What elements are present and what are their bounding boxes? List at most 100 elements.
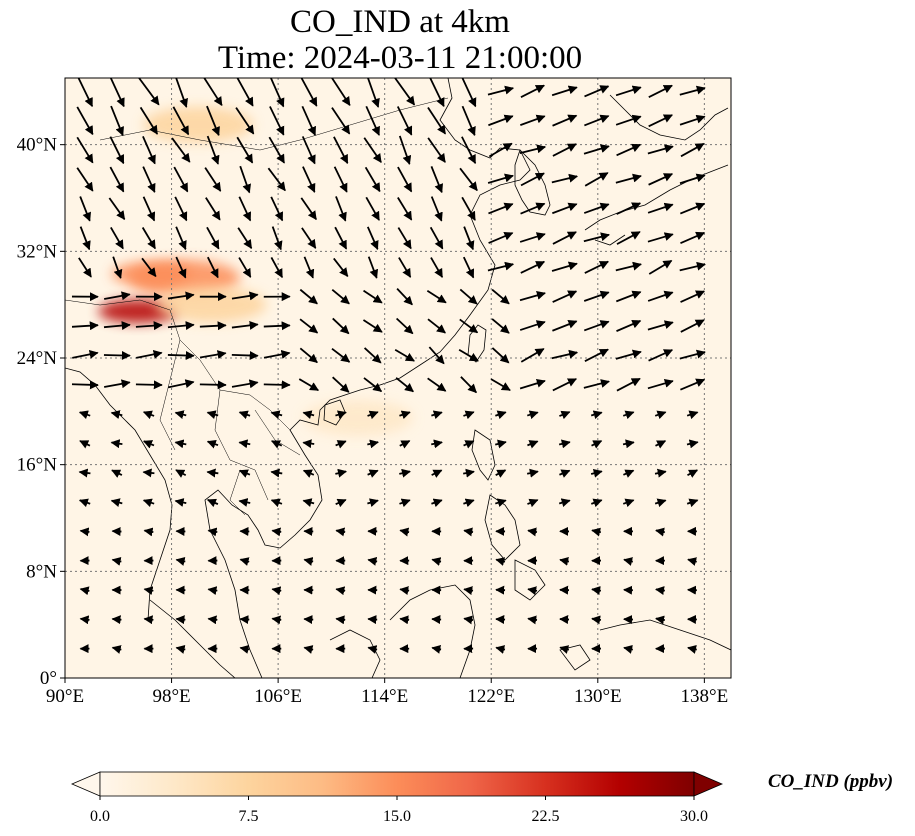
wind-arrow: [488, 231, 514, 244]
wind-arrow: [679, 85, 706, 96]
wind-arrow: [397, 166, 413, 193]
wind-arrow: [270, 256, 283, 279]
wind-arrow: [78, 498, 91, 508]
wind-arrow: [520, 348, 545, 363]
wind-arrow: [76, 167, 94, 192]
wind-arrow: [364, 166, 381, 193]
wind-arrow: [491, 347, 510, 364]
wind-arrow: [207, 527, 218, 537]
wind-arrow: [270, 410, 283, 420]
wind-arrow: [394, 348, 415, 362]
wind-arrow: [487, 173, 514, 184]
wind-arrow: [78, 468, 91, 478]
wind-arrow: [199, 350, 227, 359]
wind-arrow: [362, 319, 383, 333]
lat-tick-label: 40°N: [17, 135, 58, 156]
wind-arrow: [298, 378, 319, 392]
wind-arrow: [363, 347, 382, 364]
wind-arrow: [429, 78, 445, 108]
wind-arrow: [78, 410, 91, 420]
wind-arrow: [141, 257, 157, 278]
colorbar-body: [99, 771, 695, 797]
wind-arrow: [590, 498, 603, 508]
wind-arrow: [207, 615, 218, 625]
wind-arrow: [238, 498, 251, 507]
colorbar-ticks: 0.0 7.5 15.0 22.5 30.0: [90, 796, 708, 825]
wind-arrow: [203, 78, 223, 107]
wind-arrow: [622, 498, 635, 508]
wind-arrow: [302, 410, 315, 420]
wind-arrow: [591, 586, 602, 596]
coastline-philippines: [471, 429, 546, 601]
wind-arrow: [367, 410, 379, 420]
wind-arrow: [394, 78, 416, 106]
lon-tick-label: 138°E: [681, 686, 729, 707]
wind-arrow: [488, 142, 513, 158]
wind-arrow: [463, 440, 475, 449]
wind-arrow: [552, 202, 578, 215]
wind-arrow: [206, 439, 219, 449]
wind-arrow: [396, 288, 413, 306]
wind-arrow: [269, 106, 285, 136]
wind-arrow: [431, 498, 443, 508]
wind-vectors: [71, 78, 706, 654]
wind-arrow: [238, 196, 252, 222]
wind-arrow: [175, 469, 187, 478]
wind-arrow: [367, 556, 378, 566]
coastline-japan: [584, 94, 729, 246]
wind-arrow: [331, 288, 350, 305]
plot-title-line-1: CO_IND at 4km: [290, 4, 510, 40]
colorbar-tick-label: 7.5: [239, 808, 259, 825]
wind-arrow: [367, 439, 379, 449]
wind-arrow: [462, 256, 475, 279]
wind-arrow: [199, 380, 227, 390]
wind-arrow: [142, 468, 155, 478]
wind-arrow: [463, 527, 474, 537]
wind-arrow: [615, 290, 642, 303]
wind-arrow: [616, 319, 642, 332]
wind-arrow: [488, 202, 514, 215]
wind-arrow: [559, 556, 570, 566]
wind-arrow: [207, 256, 219, 279]
wind-arrow: [270, 468, 283, 478]
wind-arrow: [269, 78, 285, 108]
wind-arrow: [171, 137, 191, 163]
wind-arrow: [552, 114, 578, 127]
wind-arrow: [616, 231, 641, 245]
wind-arrow: [687, 557, 697, 566]
wind-arrow: [622, 439, 635, 449]
wind-arrow: [173, 166, 189, 193]
wind-arrow: [428, 346, 445, 365]
wind-arrow: [648, 173, 674, 186]
wind-arrow: [206, 410, 219, 420]
wind-arrow: [654, 410, 667, 420]
wind-arrow: [300, 197, 317, 221]
wind-arrow: [236, 136, 254, 164]
wind-arrow: [206, 135, 220, 165]
wind-arrow: [463, 498, 475, 508]
wind-arrow: [680, 378, 706, 391]
wind-arrow: [583, 290, 610, 302]
wind-arrow: [527, 498, 539, 508]
wind-arrow: [79, 586, 90, 596]
wind-arrow: [458, 348, 479, 362]
wind-arrow: [519, 232, 546, 243]
wind-arrow: [335, 527, 346, 537]
wind-arrow: [655, 586, 665, 595]
wind-arrow: [487, 85, 515, 96]
wind-arrow: [76, 106, 94, 136]
wind-arrow: [135, 380, 163, 390]
wind-arrow: [460, 376, 477, 394]
wind-arrow: [686, 498, 699, 508]
coastline-mainland: [204, 78, 531, 678]
wind-arrow: [367, 469, 379, 478]
wind-arrow: [463, 410, 475, 420]
wind-arrow: [591, 527, 602, 537]
wind-arrow: [679, 173, 706, 185]
wind-arrow: [680, 231, 706, 245]
wind-arrow: [332, 317, 350, 335]
wind-arrow: [615, 114, 642, 126]
wind-arrow: [367, 78, 380, 108]
wind-arrow: [647, 320, 674, 331]
wind-arrow: [103, 291, 131, 301]
